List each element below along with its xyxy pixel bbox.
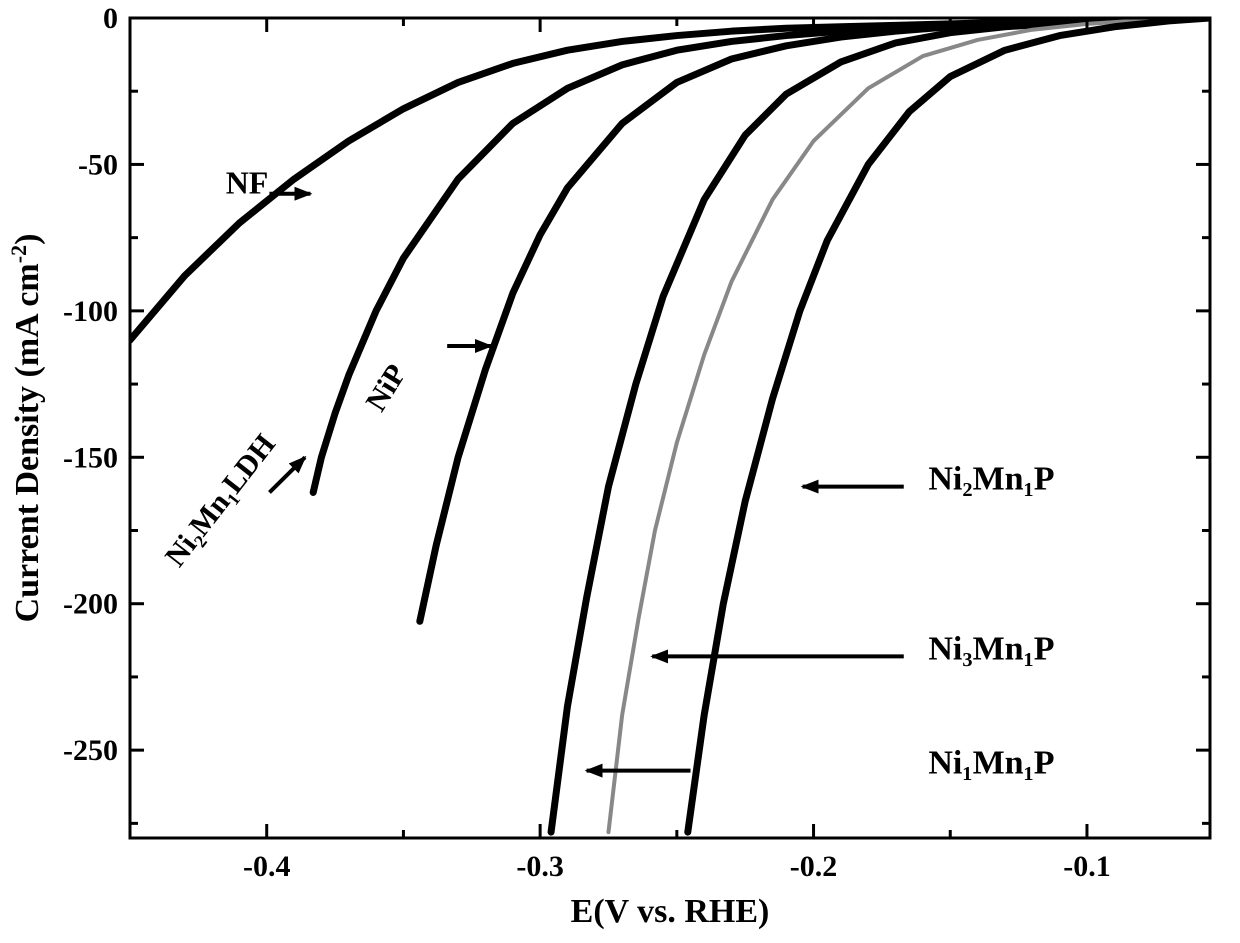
x-axis-label: E(V vs. RHE) — [571, 893, 770, 930]
x-tick-label: -0.1 — [1063, 850, 1111, 883]
x-tick-label: -0.4 — [243, 850, 291, 883]
lsv-chart: -0.4 -0.3 -0.2 -0.1 0 -50 -100 -150 -200 -250 E(V … — [0, 0, 1240, 943]
annotation-label: Ni₁Mn₁P — [928, 745, 1054, 782]
x-tick-label: -0.3 — [516, 850, 564, 883]
y-tick-label: -150 — [63, 441, 118, 474]
y-tick-label: -250 — [63, 734, 118, 767]
y-tick-label: -200 — [63, 588, 118, 621]
y-axis-label: Current Density (mA cm-2) — [6, 234, 47, 623]
annotation-label: Ni₂Mn₁P — [928, 461, 1054, 498]
annotation-label: NF — [226, 165, 269, 201]
y-tick-label: 0 — [103, 2, 118, 35]
chart-svg: -0.4 -0.3 -0.2 -0.1 0 -50 -100 -150 -200 -250 E(V … — [0, 0, 1240, 943]
annotation-label: Ni₃Mn₁P — [928, 630, 1054, 667]
y-tick-label: -50 — [78, 148, 118, 181]
y-tick-label: -100 — [63, 295, 118, 328]
x-tick-label: -0.2 — [790, 850, 838, 883]
